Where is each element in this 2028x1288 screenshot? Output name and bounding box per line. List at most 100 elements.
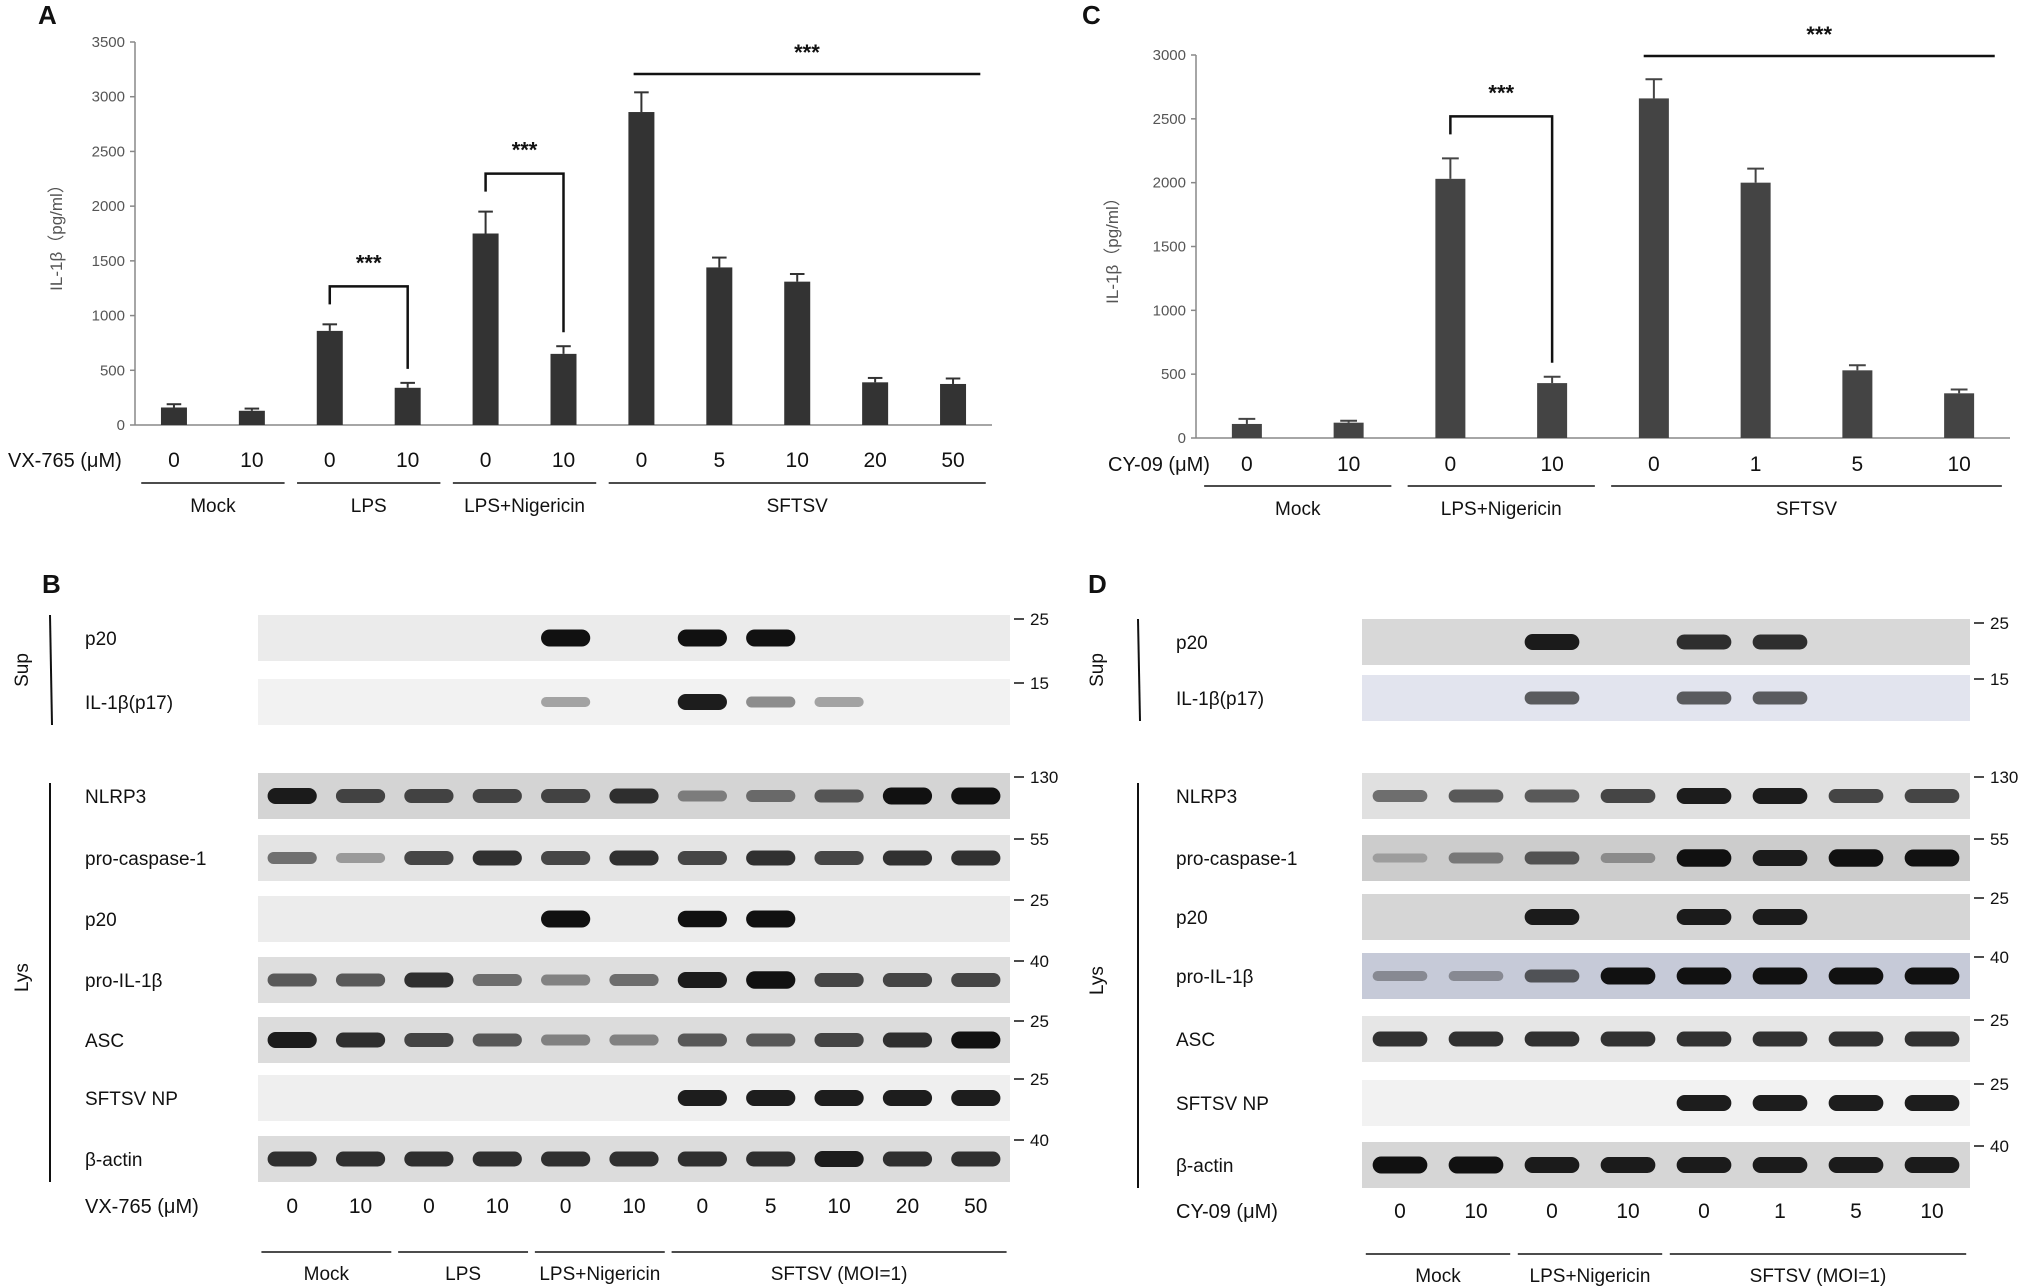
significance-stars: *** <box>794 40 820 65</box>
blot-band <box>677 910 727 928</box>
mw-label: 25 <box>1030 610 1049 629</box>
bar <box>550 353 577 425</box>
blot-band <box>951 1151 1001 1167</box>
blot-band <box>541 697 591 707</box>
y-tick-label: 2000 <box>92 198 125 215</box>
lane-label: 0 <box>560 1195 572 1218</box>
blot-band <box>1752 634 1808 650</box>
bar <box>784 281 811 425</box>
blot-band <box>404 851 454 865</box>
mw-label: 25 <box>1990 1011 2009 1030</box>
blot-band <box>1828 789 1884 803</box>
blot-band <box>951 787 1001 805</box>
blot-band <box>677 1033 727 1047</box>
blot-band <box>1828 1031 1884 1047</box>
x-value-label: 10 <box>1540 453 1563 476</box>
blot-band <box>746 1090 796 1106</box>
blot-band <box>882 973 933 987</box>
sup-bracket-line <box>1137 618 1141 722</box>
blot-band <box>404 1151 454 1167</box>
group-label: LPS+Nigericin <box>1530 1266 1651 1287</box>
blot-strip <box>1362 894 1970 940</box>
panel-letter-a: A <box>38 0 57 30</box>
group-label: Mock <box>190 496 236 517</box>
blot-band <box>1828 1157 1884 1173</box>
blot-band <box>1372 790 1428 802</box>
bar <box>1944 393 1975 438</box>
bar <box>1638 98 1669 438</box>
lane-label: 20 <box>896 1195 919 1218</box>
y-tick-label: 500 <box>1161 366 1186 383</box>
blot-band <box>746 910 796 928</box>
blot-strip <box>1362 619 1970 665</box>
blot-band <box>1600 1157 1656 1173</box>
blot-band <box>335 973 386 987</box>
lane-label: 0 <box>423 1195 435 1218</box>
blot-band <box>746 629 796 647</box>
blot-band <box>1752 788 1808 804</box>
blot-band <box>677 694 727 710</box>
significance-stars: *** <box>1806 22 1832 47</box>
blot-band <box>267 1032 317 1048</box>
blot-band <box>882 1151 933 1167</box>
x-value-label: 5 <box>1852 453 1864 476</box>
blot-band <box>1752 1095 1808 1111</box>
blot-band <box>1524 691 1580 705</box>
x-value-label: 10 <box>396 449 419 472</box>
mw-label: 130 <box>1030 768 1058 787</box>
blot-band <box>541 851 591 865</box>
blot-band <box>1372 1031 1428 1047</box>
group-label: LPS <box>351 496 387 517</box>
blot-row-label: β-actin <box>1176 1156 1233 1177</box>
blot-band <box>951 1090 1001 1106</box>
lane-label: 0 <box>1394 1200 1406 1223</box>
group-label: Mock <box>1275 499 1321 520</box>
blot-band <box>541 629 591 647</box>
lane-label: 10 <box>827 1195 850 1218</box>
group-label: LPS+Nigericin <box>539 1264 660 1285</box>
significance-bracket <box>1449 115 1554 363</box>
mw-label: 25 <box>1990 614 2009 633</box>
blot-band <box>746 1033 796 1047</box>
panel-letter-d: D <box>1088 569 1107 599</box>
blot-row-label: pro-IL-1β <box>85 971 163 992</box>
blot-strip <box>258 896 1010 942</box>
blot-band <box>609 850 659 866</box>
bar <box>1333 422 1364 438</box>
blot-band <box>1676 634 1732 650</box>
bar <box>1435 178 1466 438</box>
significance-stars: *** <box>512 138 538 163</box>
blot-row-label: IL-1β(p17) <box>85 693 173 714</box>
blot-band <box>609 1034 659 1046</box>
blot-band <box>1828 849 1884 867</box>
mw-label: 25 <box>1030 1012 1049 1031</box>
blot-band <box>472 1033 522 1047</box>
bar <box>1537 383 1568 438</box>
blot-band <box>335 853 386 863</box>
blot-band <box>814 697 864 707</box>
blot-row-label: pro-caspase-1 <box>1176 849 1297 870</box>
mw-label: 40 <box>1030 1131 1049 1150</box>
blot-band <box>1904 967 1960 985</box>
blot-band <box>1524 1031 1580 1047</box>
x-value-label: 0 <box>480 449 492 472</box>
lane-label: 0 <box>697 1195 709 1218</box>
group-label: SFTSV (MOI=1) <box>771 1264 908 1285</box>
lane-label: 5 <box>765 1195 777 1218</box>
significance-bracket <box>484 172 565 333</box>
blot-band <box>404 1033 454 1047</box>
blot-band <box>1448 852 1504 864</box>
x-value-label: 0 <box>1445 453 1457 476</box>
blot-band <box>609 974 659 986</box>
group-label: SFTSV <box>767 496 829 517</box>
bar <box>394 387 421 425</box>
blot-band <box>882 850 933 866</box>
blot-band <box>746 696 796 708</box>
blot-band <box>1752 909 1808 925</box>
x-value-label: 0 <box>324 449 336 472</box>
blot-band <box>1752 691 1808 705</box>
significance-bracket <box>328 285 409 369</box>
blot-band <box>267 973 317 987</box>
blot-band <box>541 789 591 803</box>
x-value-label: 10 <box>552 449 575 472</box>
